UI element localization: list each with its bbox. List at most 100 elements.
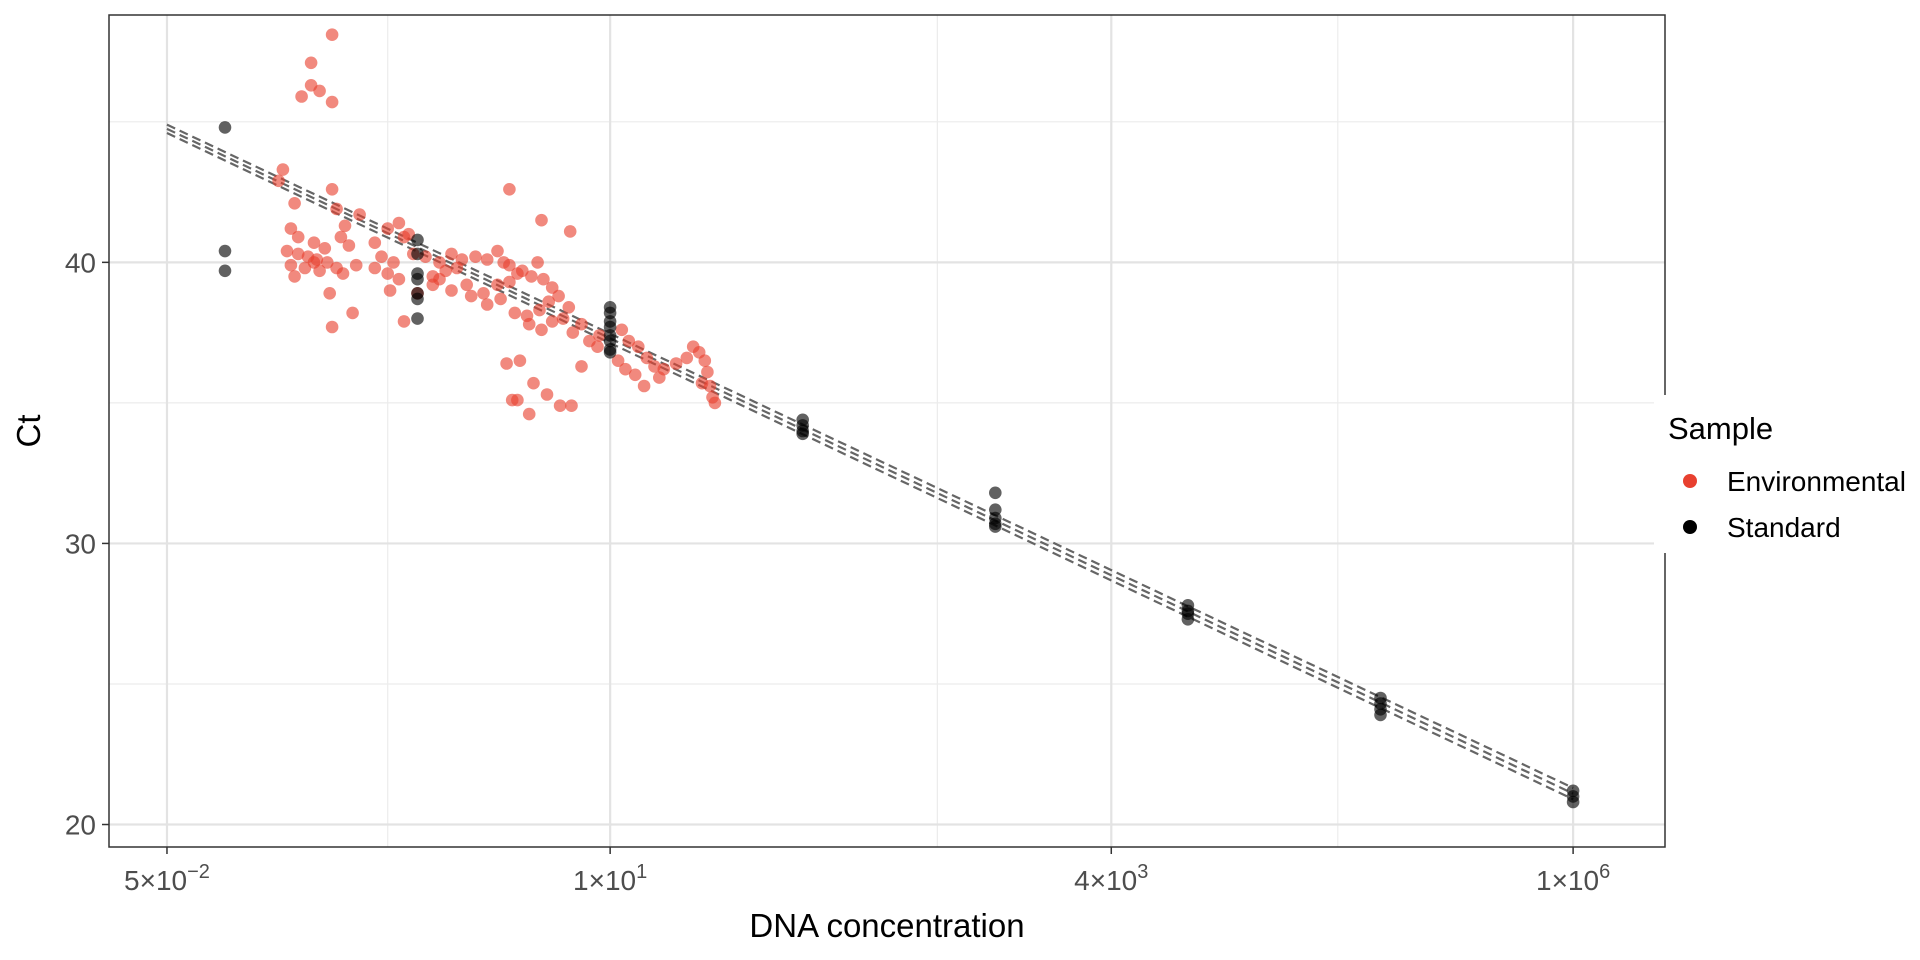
point-environmental <box>503 275 516 289</box>
point-environmental <box>632 340 645 354</box>
point-standard <box>411 247 424 261</box>
y-tick-label: 30 <box>65 528 96 559</box>
point-environmental <box>593 329 606 342</box>
point-environmental <box>353 208 366 221</box>
point-environmental <box>381 267 395 280</box>
point-environmental <box>276 163 290 176</box>
point-standard <box>1181 613 1195 626</box>
point-environmental <box>545 281 559 294</box>
point-environmental <box>513 354 527 368</box>
point-environmental <box>346 306 359 320</box>
point-environmental <box>511 393 524 407</box>
point-environmental <box>464 289 478 303</box>
point-standard <box>218 264 232 278</box>
point-environmental <box>497 256 511 269</box>
point-environmental <box>527 376 540 390</box>
point-environmental <box>368 236 382 249</box>
point-environmental <box>531 256 544 269</box>
point-environmental <box>288 197 301 210</box>
data-points <box>218 28 1580 809</box>
point-environmental <box>381 222 395 235</box>
point-environmental <box>628 368 642 382</box>
point-environmental <box>272 174 285 188</box>
point-environmental <box>537 272 550 286</box>
point-environmental <box>313 84 326 98</box>
x-axis-title: DNA concentration <box>749 907 1024 944</box>
legend-key-standard <box>1683 520 1697 534</box>
point-environmental <box>307 236 321 249</box>
point-standard <box>411 312 424 325</box>
point-environmental <box>516 264 529 278</box>
legend-key-environmental <box>1683 474 1697 488</box>
point-environmental <box>325 320 339 334</box>
point-standard <box>1566 795 1580 809</box>
point-environmental <box>703 379 717 393</box>
y-axis-title: Ct <box>10 415 47 448</box>
legend-title: Sample <box>1668 411 1773 446</box>
point-environmental <box>640 351 654 365</box>
y-axis: 20 30 40 <box>65 247 109 841</box>
point-environmental <box>383 284 397 297</box>
point-environmental <box>653 371 666 384</box>
point-environmental <box>708 396 722 410</box>
x-tick-label: 5×10−2 <box>124 861 210 896</box>
point-environmental <box>508 306 522 320</box>
point-environmental <box>445 284 458 297</box>
point-environmental <box>522 317 536 331</box>
point-environmental <box>477 287 490 300</box>
point-environmental <box>542 295 555 309</box>
point-standard <box>796 427 809 441</box>
point-standard <box>411 272 424 286</box>
point-environmental <box>284 222 298 235</box>
point-environmental <box>491 244 504 258</box>
plot-panel <box>109 15 1665 847</box>
point-environmental <box>494 292 507 306</box>
point-environmental <box>522 407 536 421</box>
point-environmental <box>575 360 588 373</box>
point-environmental <box>535 213 548 227</box>
point-environmental <box>387 256 400 269</box>
point-environmental <box>556 312 570 325</box>
point-environmental <box>619 362 632 376</box>
point-environmental <box>545 315 559 328</box>
legend-background <box>1654 395 1920 553</box>
point-environmental <box>622 334 636 348</box>
point-environmental <box>325 183 339 196</box>
point-environmental <box>392 272 406 286</box>
point-standard <box>603 346 617 359</box>
point-environmental <box>295 90 308 103</box>
x-axis: 5×10−2 1×101 4×103 1×106 <box>124 847 1610 896</box>
point-standard <box>989 520 1002 533</box>
point-environmental <box>566 326 580 339</box>
point-environmental <box>397 315 411 328</box>
point-environmental <box>575 317 588 331</box>
point-environmental <box>460 278 474 292</box>
point-environmental <box>480 253 494 266</box>
point-environmental <box>563 225 577 238</box>
point-environmental <box>368 261 382 275</box>
point-environmental <box>503 183 516 196</box>
point-environmental <box>535 323 548 337</box>
point-environmental <box>698 354 712 368</box>
regression-line-3 <box>166 132 1574 801</box>
point-environmental <box>669 357 683 370</box>
point-standard <box>218 121 232 134</box>
point-environmental <box>450 261 464 275</box>
point-standard <box>1374 708 1387 722</box>
point-environmental <box>338 219 352 233</box>
legend-label-environmental: Environmental <box>1727 466 1906 497</box>
y-tick-label: 20 <box>65 810 96 841</box>
point-environmental <box>680 351 694 365</box>
point-environmental <box>565 399 578 413</box>
point-environmental <box>342 239 356 252</box>
point-environmental <box>553 399 567 413</box>
point-standard <box>411 292 424 306</box>
point-environmental <box>701 365 714 379</box>
point-environmental <box>336 267 350 280</box>
point-environmental <box>392 216 406 230</box>
point-environmental <box>591 340 604 354</box>
point-environmental <box>330 202 343 216</box>
point-environmental <box>325 28 339 41</box>
point-environmental <box>445 247 458 261</box>
